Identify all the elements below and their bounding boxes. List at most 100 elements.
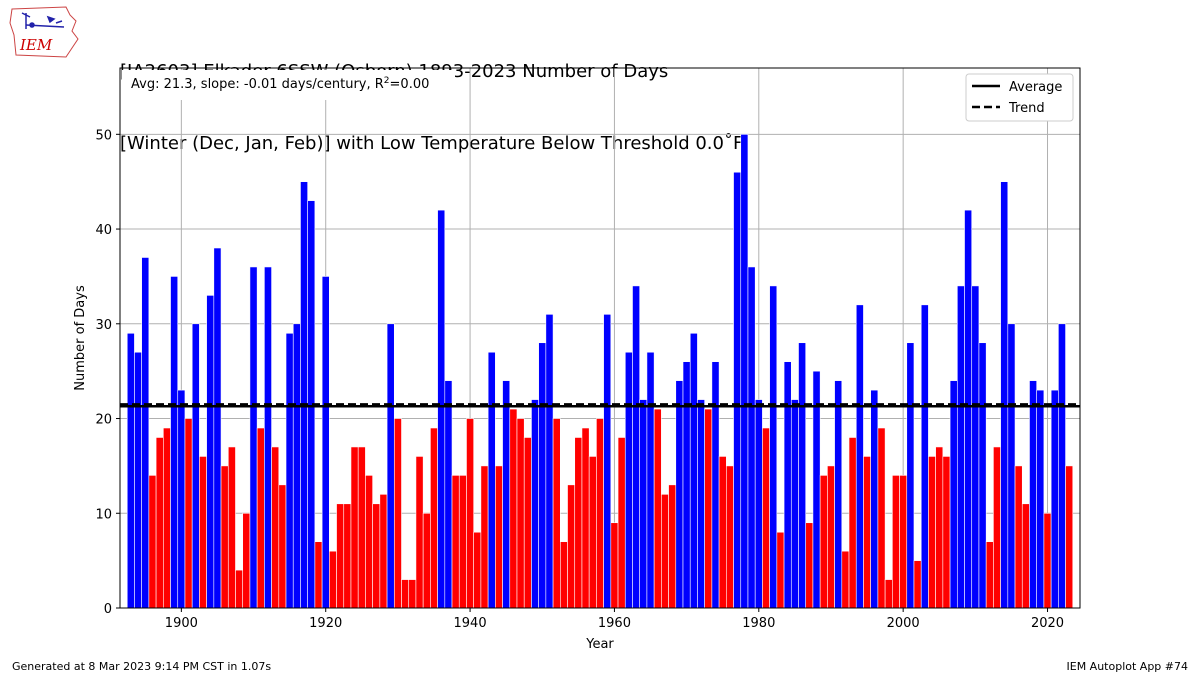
bar [682, 361, 691, 609]
bar [523, 437, 532, 609]
bar [726, 465, 734, 609]
bar [545, 314, 554, 609]
bar [314, 541, 323, 609]
bar [365, 475, 373, 609]
bar [401, 579, 410, 609]
bar [329, 550, 337, 609]
bar [502, 380, 511, 609]
bar [783, 361, 792, 609]
bar [473, 531, 482, 609]
y-tick-label: 40 [95, 223, 112, 238]
y-tick-label: 10 [95, 507, 112, 522]
bar [581, 427, 590, 609]
annotation-text: Avg: 21.3, slope: -0.01 days/century, R2… [131, 76, 429, 92]
bar [249, 266, 258, 609]
legend-average-label: Average [1009, 80, 1062, 95]
y-tick-label: 20 [95, 413, 112, 428]
bar [321, 276, 330, 609]
reference-lines [120, 403, 1080, 408]
bar [422, 512, 431, 609]
bar [155, 437, 164, 609]
bar [827, 465, 835, 609]
bar [906, 342, 915, 609]
bar [126, 332, 135, 609]
bar [834, 380, 843, 609]
logo-text: IEM [19, 36, 53, 54]
x-tick-label: 1980 [742, 616, 775, 631]
bar [415, 456, 424, 609]
bar [1007, 323, 1016, 609]
bar [848, 437, 857, 609]
bar [227, 446, 236, 609]
bar [235, 569, 244, 609]
bar [855, 304, 864, 609]
bar [199, 456, 207, 609]
bar [697, 399, 705, 609]
bar [632, 285, 640, 609]
bar [1000, 181, 1009, 609]
bar [935, 446, 944, 609]
bar [747, 266, 756, 609]
bar [191, 323, 200, 609]
weather-station-icon [21, 12, 65, 29]
bar [978, 342, 987, 609]
bar [285, 332, 294, 609]
bar [956, 285, 965, 609]
bar [913, 560, 922, 609]
bar [985, 541, 994, 609]
bar [256, 427, 265, 609]
bar [1058, 323, 1066, 609]
bar [466, 418, 474, 609]
app-id-label: IEM Autoplot App #74 [1066, 660, 1189, 673]
y-tick-label: 50 [95, 128, 112, 143]
bar [863, 456, 871, 609]
bar [819, 475, 828, 609]
bar [220, 465, 229, 609]
bar [610, 522, 619, 609]
bar [769, 285, 778, 609]
bar [877, 427, 886, 609]
bar [949, 380, 958, 609]
bar [336, 503, 345, 609]
bar [538, 342, 547, 609]
bar [993, 446, 1001, 609]
bar [148, 475, 157, 609]
bar [596, 418, 604, 609]
x-tick-label: 2000 [887, 616, 920, 631]
bar [733, 171, 742, 609]
bar [458, 475, 467, 609]
annotation-box [122, 70, 455, 100]
bar [206, 295, 215, 609]
bar [675, 380, 684, 609]
bar [653, 408, 662, 609]
bar [1065, 465, 1074, 609]
bar [574, 437, 583, 609]
legend-trend-label: Trend [1008, 101, 1045, 116]
bar [689, 332, 698, 609]
y-tick-label: 0 [104, 602, 112, 617]
bar [1043, 512, 1052, 609]
bar [264, 266, 272, 609]
bar [928, 456, 936, 609]
bar [884, 579, 893, 609]
bar [790, 399, 799, 609]
bar [964, 209, 973, 609]
bar [588, 456, 597, 609]
bar [639, 399, 648, 609]
bar [870, 389, 879, 609]
bar [141, 257, 150, 609]
bar [567, 484, 576, 609]
bar [603, 314, 612, 609]
bar [624, 351, 633, 609]
bar [372, 503, 381, 609]
bar [350, 446, 359, 609]
bar [134, 351, 142, 609]
bar [480, 465, 489, 609]
iem-logo: IEM [9, 6, 79, 58]
annotation-suffix: =0.00 [390, 77, 430, 92]
bar [509, 408, 518, 609]
bar [560, 541, 568, 609]
bar [617, 437, 626, 609]
bar [892, 475, 900, 609]
bar [343, 503, 352, 609]
